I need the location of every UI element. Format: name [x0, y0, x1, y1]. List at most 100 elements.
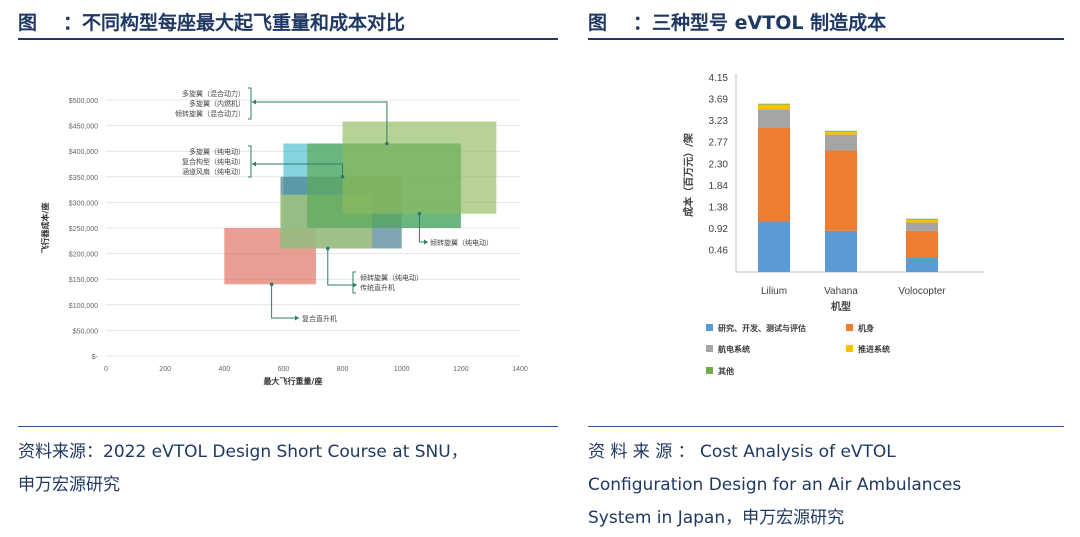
bar-segment-vahana: [825, 130, 857, 132]
annotation-point: [417, 211, 422, 216]
y-tick-label: 1.38: [709, 202, 729, 213]
annotation-label: 传统直升机: [360, 283, 395, 292]
bar-segment-lilium: [758, 103, 790, 105]
left-figure-panel: 图 ：不同构型每座最大起飞重量和成本对比 $- $50,000 $100,000 $15…: [18, 0, 558, 537]
annotation-label: 涵道风扇（纯电动）: [182, 167, 245, 176]
left-title-rule: [18, 38, 558, 40]
bar-segment-vahana: [825, 150, 857, 231]
y-tick-label: 3.23: [709, 116, 729, 127]
annotation-point: [385, 141, 389, 146]
y-tick-label: 3.69: [709, 95, 729, 106]
annotation-arrowhead: [353, 282, 357, 288]
annotation-point: [325, 246, 330, 251]
right-source-line-3: System in Japan，申万宏源研究: [588, 508, 845, 528]
legend-label: 推进系统: [858, 344, 890, 354]
left-figure-colon: ：: [63, 12, 83, 34]
x-tick-label: 200: [159, 366, 171, 373]
legend-label: 其他: [718, 366, 734, 376]
x-tick-label: Volocopter: [898, 286, 946, 297]
y-tick-label: 2.77: [709, 138, 729, 149]
y-tick-label: $400,000: [69, 149, 98, 156]
left-figure-title-text: 不同构型每座最大起飞重量和成本对比: [82, 12, 406, 34]
legend-label: 航电系统: [718, 344, 750, 354]
y-tick-label: 4.15: [709, 73, 729, 84]
legend-swatch: [706, 324, 713, 331]
x-tick-label: Lilium: [761, 286, 787, 297]
left-source-line-2: 申万宏源研究: [18, 475, 120, 495]
x-tick-label: 400: [218, 366, 230, 373]
annotation-label: 多旋翼（纯电动）: [189, 147, 245, 156]
left-source-line-1: 资料来源：2022 eVTOL Design Short Course at S…: [18, 442, 468, 462]
y-tick-label: $100,000: [69, 303, 98, 310]
bar-segment-volocopter: [906, 230, 938, 258]
annotation-label: 倾转旋翼（纯电动）: [430, 238, 493, 247]
y-tick-label: 2.30: [709, 159, 729, 170]
annotation-bracket: [248, 145, 252, 178]
right-source-rule: [588, 426, 1064, 427]
right-source-line-1: 资 料 来 源 ： Cost Analysis of eVTOL: [588, 442, 896, 462]
left-chart: $- $50,000 $100,000 $150,000 $200,000 $250,00…: [40, 87, 528, 386]
right-source: 资 料 来 源 ： Cost Analysis of eVTOL Configu…: [588, 436, 1012, 535]
annotation-label: 多旋翼（内燃机）: [189, 99, 245, 108]
left-source-rule: [18, 426, 558, 427]
annotation-leader: [252, 163, 344, 177]
right-title-rule: [588, 38, 1064, 40]
legend-swatch: [706, 367, 713, 374]
x-tick-label: 600: [278, 366, 290, 373]
annotation-leader: [271, 284, 299, 319]
left-figure-title: 图 ：不同构型每座最大起飞重量和成本对比: [18, 8, 405, 35]
annotation-bracket: [248, 87, 252, 120]
annotation-arrowhead: [252, 161, 256, 167]
x-tick-label: 1400: [512, 366, 528, 373]
bar-segment-lilium: [758, 104, 790, 110]
right-figure-label: 图: [588, 12, 608, 34]
annotation-leader: [252, 101, 388, 144]
bar-segment-volocopter: [906, 219, 938, 223]
y-tick-label: $350,000: [69, 175, 98, 182]
bar-segment-vahana: [825, 230, 857, 272]
y-tick-label: $250,000: [69, 226, 98, 233]
left-figure-label: 图: [18, 12, 38, 34]
x-tick-label: 800: [337, 366, 349, 373]
y-tick-label: $-: [92, 354, 99, 361]
annotation-arrowhead: [424, 239, 428, 245]
x-tick-label: 1200: [453, 366, 469, 373]
y-tick-label: $300,000: [69, 200, 98, 207]
region-rect: [342, 121, 497, 214]
y-tick-label: $200,000: [69, 252, 98, 259]
bar-segment-vahana: [825, 134, 857, 151]
legend-swatch: [846, 345, 853, 352]
x-tick-label: 1000: [394, 366, 410, 373]
annotation-label: 倾转旋翼（混合动力）: [175, 109, 245, 118]
y-axis-title: 飞行器成本/座: [40, 203, 50, 254]
y-tick-label: 0.92: [709, 224, 729, 235]
annotation-label: 复合直升机: [302, 314, 337, 323]
right-figure-panel: 图 ：三种型号 eVTOL 制造成本 4.15 3.69 3.23 2.77 2.30 1.…: [588, 0, 1064, 537]
annotation-label: 倾转旋翼（纯电动）: [360, 273, 423, 282]
x-tick-label: 0: [104, 366, 108, 373]
bar-segment-volocopter: [906, 222, 938, 231]
legend-label: 机身: [858, 323, 874, 333]
legend-label: 研究、开发、测试与评估: [718, 323, 806, 333]
y-axis-title: 成本（百万元）/架: [682, 133, 695, 217]
y-tick-label: $500,000: [69, 98, 98, 105]
bar-segment-lilium: [758, 128, 790, 222]
y-tick-label: 0.46: [709, 245, 729, 256]
x-axis-title: 最大飞行重量/座: [264, 376, 323, 386]
y-tick-label: $450,000: [69, 124, 98, 131]
bar-segment-vahana: [825, 131, 857, 135]
annotation-point: [340, 175, 345, 179]
annotation-point: [269, 282, 274, 287]
bar-segment-volocopter: [906, 218, 938, 220]
left-source: 资料来源：2022 eVTOL Design Short Course at S…: [18, 436, 468, 502]
x-axis-title: 机型: [831, 300, 851, 313]
right-chart: 4.15 3.69 3.23 2.77 2.30 1.84 1.38 0.92 0.46 成本（百…: [682, 73, 984, 376]
annotation-label: 复合构型（纯电动）: [182, 157, 245, 166]
y-tick-label: $50,000: [73, 328, 98, 335]
right-figure-colon: ：: [633, 12, 653, 34]
legend-swatch: [706, 345, 713, 352]
annotation-bracket: [352, 271, 356, 294]
right-figure-title: 图 ：三种型号 eVTOL 制造成本: [588, 8, 886, 35]
bar-segment-lilium: [758, 221, 790, 272]
right-source-line-2: Configuration Design for an Air Ambulanc…: [588, 475, 962, 495]
